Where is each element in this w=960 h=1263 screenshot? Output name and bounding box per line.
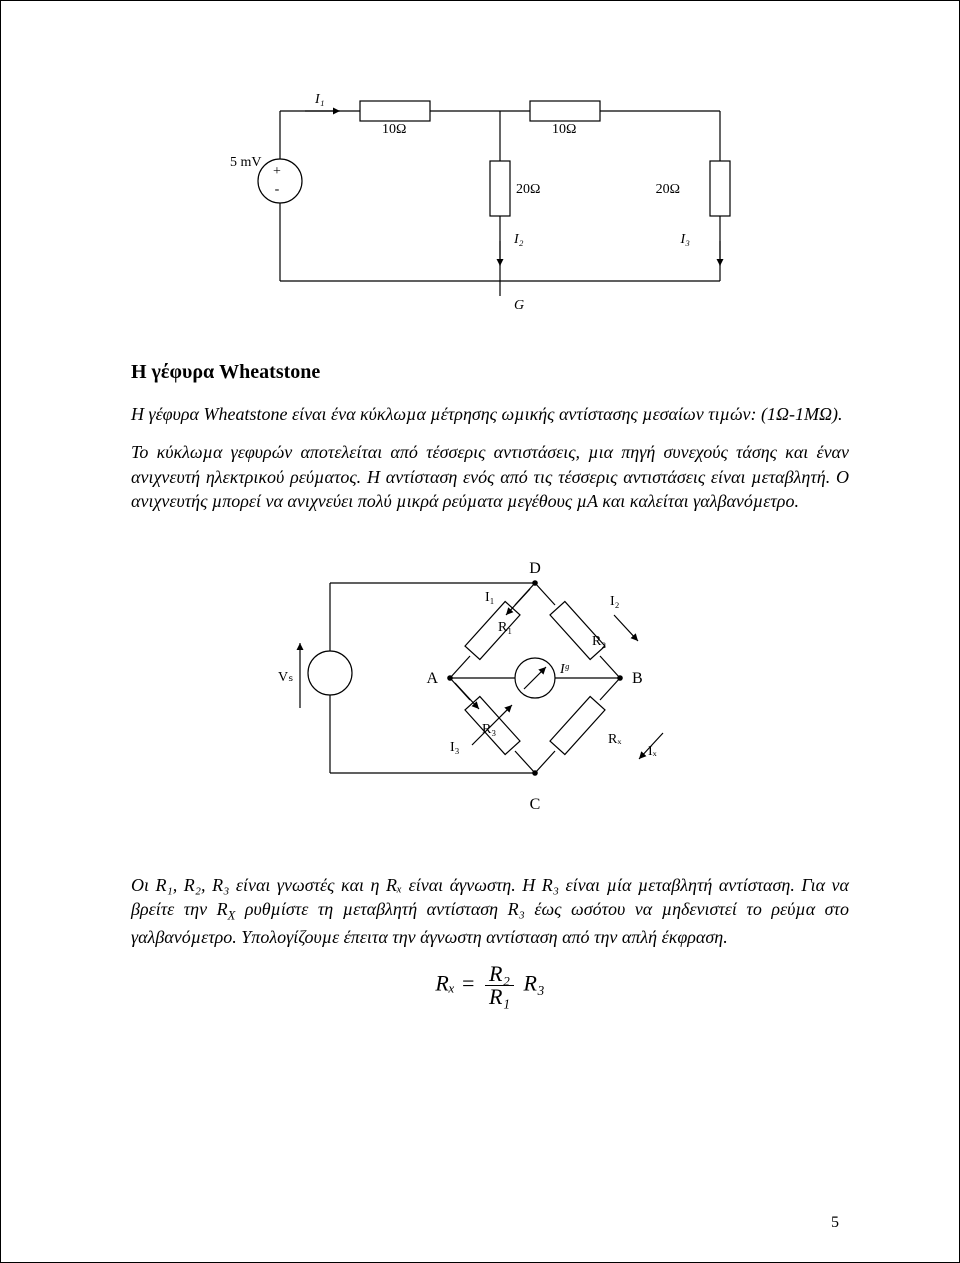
f-R2: R₂ — [485, 963, 514, 986]
c2-Ix: Iₓ — [648, 744, 658, 759]
c2-Rx: Rₓ — [608, 732, 622, 747]
f-R1: R₁ — [485, 986, 514, 1008]
f-frac: R₂ R₁ — [485, 963, 514, 1008]
c1-r-right: 20Ω — [656, 182, 680, 197]
c2-Vs: Vₛ — [278, 670, 293, 685]
c1-I1: I₁ — [314, 92, 325, 107]
section-heading: Η γέφυρα Wheatstone — [131, 361, 849, 384]
page-number: 5 — [831, 1214, 839, 1232]
para1: Η γέφυρα Wheatstone είναι ένα κύκλωµα µέ… — [131, 402, 849, 426]
para2: Το κύκλωµα γεφυρών αποτελείται από τέσσε… — [131, 440, 849, 513]
c2-C: C — [530, 796, 541, 813]
page: I₁ 10Ω 10Ω 20Ω 20Ω I₂ I₃ 5 mV + - G Η γέ… — [0, 0, 960, 1263]
circuit2: Vₛ D A B C I₁ I₂ I₃ Iₓ Iᵍ R₁ R₂ R₃ Rₓ — [131, 533, 849, 833]
c1-r-tl: 10Ω — [382, 122, 406, 137]
circuit2-svg: Vₛ D A B C I₁ I₂ I₃ Iₓ Iᵍ R₁ R₂ R₃ Rₓ — [260, 533, 720, 833]
c1-I3: I₃ — [679, 232, 690, 247]
c1-vs: 5 mV — [230, 155, 262, 170]
f-Rx: Rₓ — [435, 971, 455, 996]
c2-R1: R₁ — [498, 620, 512, 635]
c2-Ig: Iᵍ — [559, 662, 570, 677]
c1-minus: - — [275, 182, 280, 197]
formula: Rₓ = R₂ R₁ R₃ — [131, 963, 849, 1008]
c2-R3: R₃ — [482, 722, 496, 737]
circuit1: I₁ 10Ω 10Ω 20Ω 20Ω I₂ I₃ 5 mV + - G — [131, 81, 849, 321]
para3b: ρυθµίστε τη µεταβλητή αντίσταση R₃ έως ω… — [131, 899, 849, 947]
para3: Οι R₁, R₂, R₃ είναι γνωστές και η Rₓ είν… — [131, 873, 849, 949]
c2-D: D — [529, 560, 541, 577]
c2-A: A — [426, 670, 438, 687]
circuit1-svg: I₁ 10Ω 10Ω 20Ω 20Ω I₂ I₃ 5 mV + - G — [220, 81, 760, 321]
f-R3: R₃ — [524, 971, 545, 996]
c2-I3: I₃ — [450, 740, 460, 755]
f-eq: = — [461, 971, 476, 996]
c1-I2: I₂ — [513, 232, 524, 247]
c1-r-tr: 10Ω — [552, 122, 576, 137]
c1-G: G — [514, 298, 524, 313]
c2-I2: I₂ — [610, 594, 620, 609]
c2-I1: I₁ — [485, 590, 495, 605]
c1-plus: + — [273, 164, 281, 179]
c1-r-mid: 20Ω — [516, 182, 540, 197]
c2-R2: R₂ — [592, 634, 606, 649]
c2-B: B — [632, 670, 643, 687]
